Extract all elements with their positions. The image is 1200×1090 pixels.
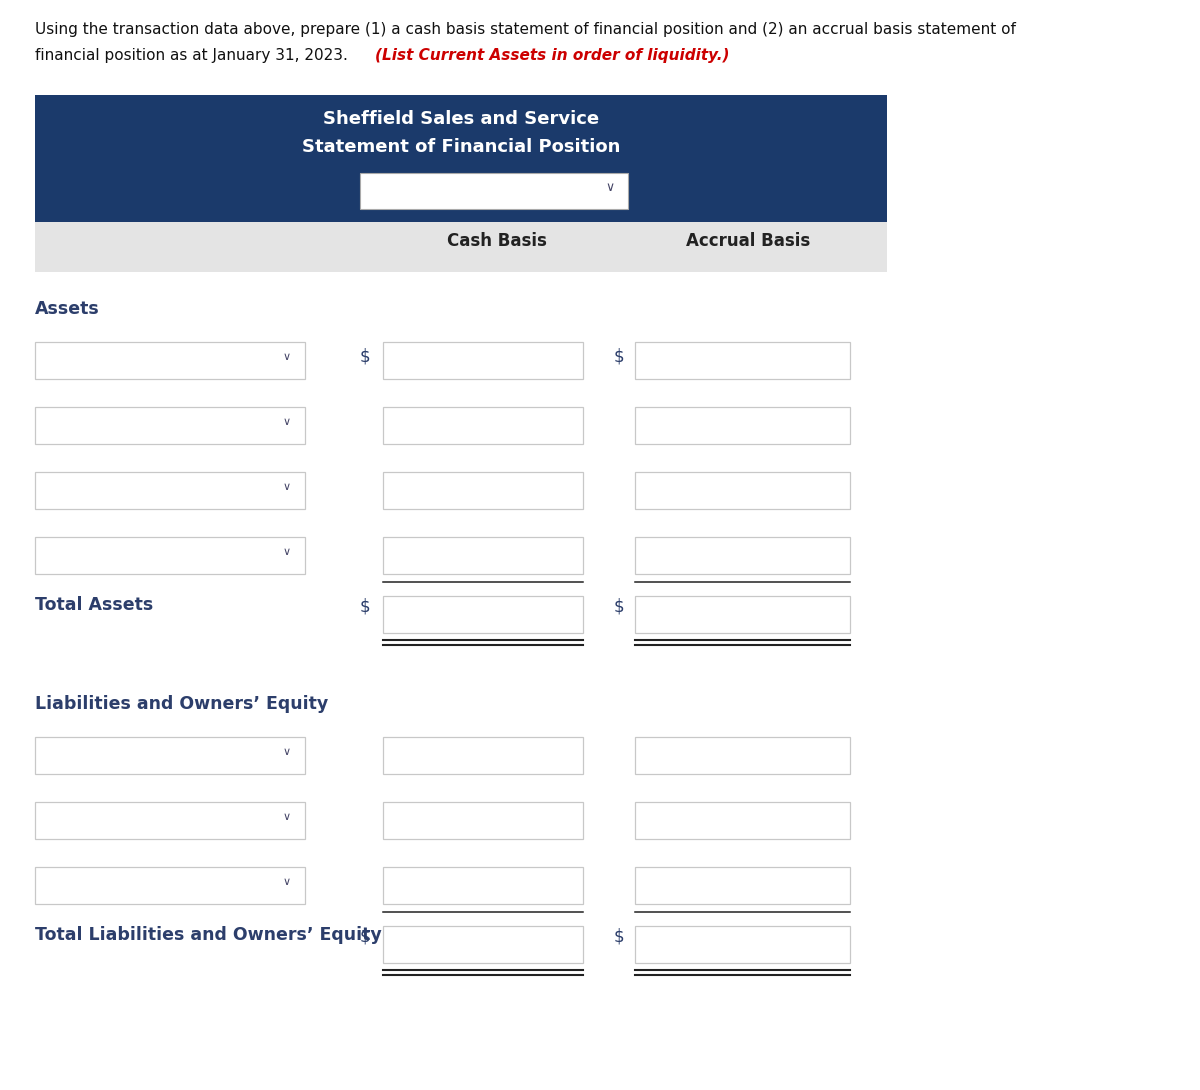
Text: ∨: ∨ [283,812,292,822]
Text: Statement of Financial Position: Statement of Financial Position [302,138,620,156]
Text: financial position as at January 31, 2023.: financial position as at January 31, 202… [35,48,353,63]
Bar [635,802,850,839]
Bar [635,537,850,574]
Bar [383,802,583,839]
Text: $: $ [614,928,625,946]
Text: Accrual Basis: Accrual Basis [686,232,810,250]
Text: Liabilities and Owners’ Equity: Liabilities and Owners’ Equity [35,695,329,713]
Bar [35,472,305,509]
Text: $: $ [360,598,371,616]
Bar [383,596,583,633]
Bar [635,342,850,379]
Bar [383,407,583,444]
Text: (List Current Assets in order of liquidity.): (List Current Assets in order of liquidi… [374,48,730,63]
Bar [383,472,583,509]
Text: Total Liabilities and Owners’ Equity: Total Liabilities and Owners’ Equity [35,926,382,944]
Text: Total Assets: Total Assets [35,596,154,614]
Bar [383,342,583,379]
Text: ∨: ∨ [283,417,292,427]
Text: ∨: ∨ [606,181,614,194]
Bar [635,926,850,962]
Bar [383,537,583,574]
Bar [383,867,583,904]
Text: $: $ [614,348,625,366]
Bar [35,222,887,272]
Bar [35,407,305,444]
Text: ∨: ∨ [283,547,292,557]
Bar [635,867,850,904]
Bar [35,737,305,774]
Bar [35,342,305,379]
Text: ∨: ∨ [283,482,292,492]
Bar [35,95,887,222]
Bar [635,407,850,444]
Text: ∨: ∨ [283,747,292,756]
Bar [35,802,305,839]
Bar [360,173,628,209]
Bar [635,596,850,633]
Bar [35,537,305,574]
Text: ∨: ∨ [283,352,292,362]
Text: Using the transaction data above, prepare (1) a cash basis statement of financia: Using the transaction data above, prepar… [35,22,1016,37]
Bar [35,867,305,904]
Text: ∨: ∨ [283,877,292,887]
Bar [383,926,583,962]
Bar [635,472,850,509]
Text: $: $ [360,928,371,946]
Bar [383,737,583,774]
Text: Cash Basis: Cash Basis [448,232,547,250]
Text: Sheffield Sales and Service: Sheffield Sales and Service [323,110,599,128]
Text: $: $ [360,348,371,366]
Text: Assets: Assets [35,300,100,318]
Bar [635,737,850,774]
Text: $: $ [614,598,625,616]
